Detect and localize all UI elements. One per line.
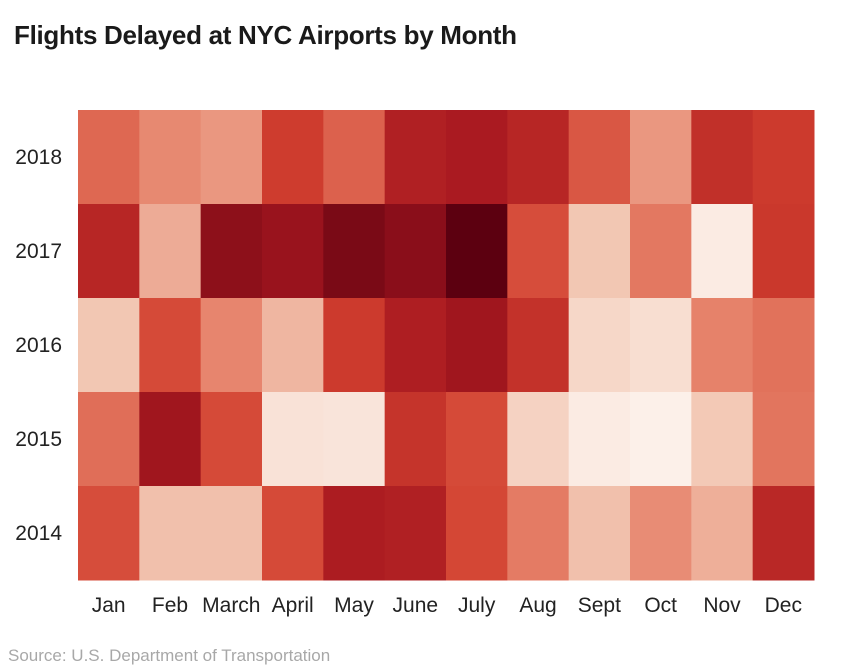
y-tick-label-2015: 2015 <box>15 428 62 451</box>
heatmap-cell-2015-sept <box>568 392 631 487</box>
heatmap-cell-2016-nov <box>691 298 754 393</box>
heatmap-cell-2018-jan <box>78 110 140 205</box>
heatmap-cells <box>78 110 815 581</box>
chart-title: Flights Delayed at NYC Airports by Month <box>14 20 517 50</box>
heatmap-cell-2017-june <box>384 204 447 299</box>
heatmap-cell-2017-april <box>262 204 324 299</box>
heatmap-cell-2016-april <box>262 298 324 393</box>
x-tick-label-dec: Dec <box>765 594 802 617</box>
heatmap-cell-2014-dec <box>752 486 815 581</box>
heatmap-cell-2015-april <box>262 392 324 487</box>
heatmap-cell-2016-oct <box>630 298 692 393</box>
x-tick-label-sept: Sept <box>578 594 621 617</box>
x-tick-label-march: March <box>202 594 260 617</box>
heatmap-cell-2017-dec <box>752 204 815 299</box>
heatmap-chart: 2018 2017 2016 2015 2014 Jan Feb March April May… <box>15 110 815 617</box>
y-tick-label-2014: 2014 <box>15 522 62 545</box>
heatmap-cell-2016-jan <box>78 298 140 393</box>
x-tick-label-aug: Aug <box>519 594 556 617</box>
heatmap-cell-2015-june <box>384 392 447 487</box>
source-note: Source: U.S. Department of Transportatio… <box>8 646 331 665</box>
heatmap-cell-2017-feb <box>139 204 202 299</box>
heatmap-cell-2015-aug <box>507 392 570 487</box>
x-tick-label-feb: Feb <box>152 594 188 617</box>
heatmap-cell-2018-oct <box>630 110 692 205</box>
heatmap-cell-2018-march <box>200 110 263 205</box>
heatmap-cell-2015-july <box>446 392 508 487</box>
y-tick-label-2018: 2018 <box>15 146 62 169</box>
heatmap-cell-2014-july <box>446 486 508 581</box>
heatmap-cell-2015-may <box>323 392 386 487</box>
heatmap-cell-2016-sept <box>568 298 631 393</box>
heatmap-cell-2017-sept <box>568 204 631 299</box>
x-tick-label-june: June <box>393 594 439 617</box>
heatmap-cell-2018-may <box>323 110 386 205</box>
heatmap-cell-2014-may <box>323 486 386 581</box>
heatmap-cell-2017-may <box>323 204 386 299</box>
heatmap-cell-2016-june <box>384 298 447 393</box>
heatmap-cell-2017-march <box>200 204 263 299</box>
heatmap-cell-2015-nov <box>691 392 754 487</box>
heatmap-cell-2016-dec <box>752 298 815 393</box>
heatmap-cell-2015-march <box>200 392 263 487</box>
x-axis-ticks: Jan Feb March April May June July Aug Sept Oct Nov… <box>92 594 802 617</box>
x-tick-label-may: May <box>334 594 374 617</box>
heatmap-cell-2016-aug <box>507 298 570 393</box>
heatmap-cell-2016-feb <box>139 298 202 393</box>
heatmap-cell-2016-july <box>446 298 508 393</box>
x-tick-label-oct: Oct <box>644 594 677 617</box>
heatmap-cell-2018-feb <box>139 110 202 205</box>
heatmap-cell-2014-feb <box>139 486 202 581</box>
heatmap-cell-2014-sept <box>568 486 631 581</box>
heatmap-cell-2014-jan <box>78 486 140 581</box>
x-tick-label-april: April <box>272 594 314 617</box>
heatmap-cell-2014-aug <box>507 486 570 581</box>
y-tick-label-2016: 2016 <box>15 334 62 357</box>
heatmap-cell-2018-july <box>446 110 508 205</box>
heatmap-cell-2016-may <box>323 298 386 393</box>
heatmap-cell-2014-march <box>200 486 263 581</box>
heatmap-cell-2017-july <box>446 204 508 299</box>
heatmap-cell-2018-nov <box>691 110 754 205</box>
heatmap-cell-2015-feb <box>139 392 202 487</box>
heatmap-cell-2015-oct <box>630 392 692 487</box>
heatmap-cell-2014-oct <box>630 486 692 581</box>
heatmap-cell-2018-aug <box>507 110 570 205</box>
heatmap-cell-2018-june <box>384 110 447 205</box>
heatmap-cell-2014-june <box>384 486 447 581</box>
heatmap-cell-2018-april <box>262 110 324 205</box>
heatmap-cell-2018-sept <box>568 110 631 205</box>
heatmap-cell-2014-nov <box>691 486 754 581</box>
heatmap-cell-2014-april <box>262 486 324 581</box>
y-tick-label-2017: 2017 <box>15 240 62 263</box>
heatmap-cell-2017-oct <box>630 204 692 299</box>
x-tick-label-jan: Jan <box>92 594 126 617</box>
heatmap-cell-2018-dec <box>752 110 815 205</box>
y-axis-ticks: 2018 2017 2016 2015 2014 <box>15 146 62 545</box>
x-tick-label-nov: Nov <box>703 594 741 617</box>
x-tick-label-july: July <box>458 594 496 617</box>
heatmap-cell-2017-nov <box>691 204 754 299</box>
heatmap-cell-2016-march <box>200 298 263 393</box>
heatmap-cell-2015-dec <box>752 392 815 487</box>
heatmap-cell-2017-aug <box>507 204 570 299</box>
heatmap-cell-2015-jan <box>78 392 140 487</box>
heatmap-cell-2017-jan <box>78 204 140 299</box>
